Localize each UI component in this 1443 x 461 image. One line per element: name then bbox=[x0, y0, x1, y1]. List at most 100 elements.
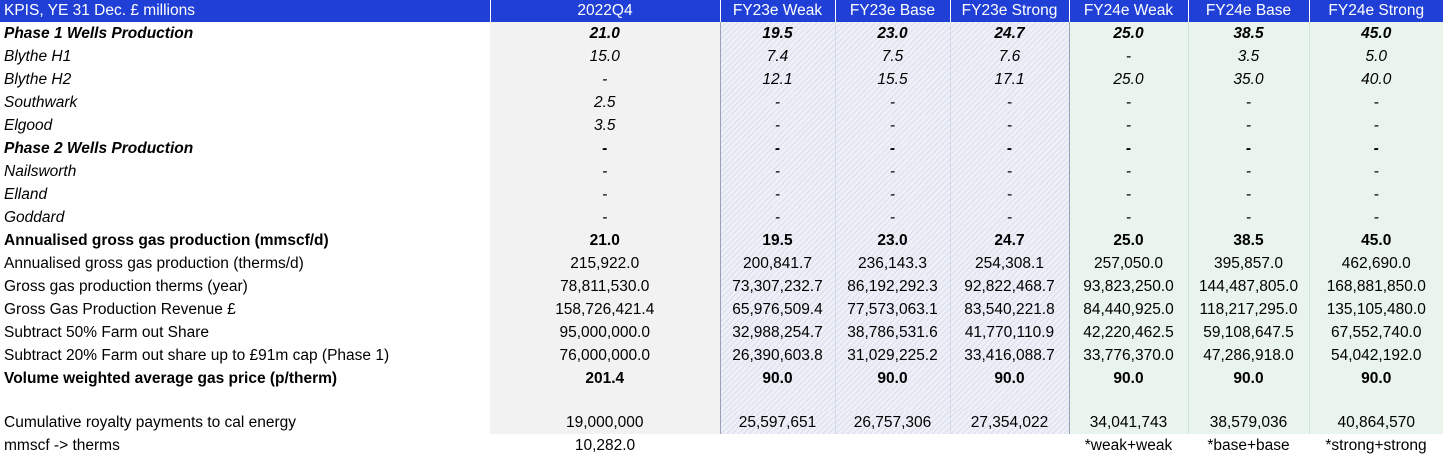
row-label: Elland bbox=[4, 186, 48, 203]
table-cell: 45.0 bbox=[1308, 22, 1443, 45]
table-cell: 168,881,850.0 bbox=[1308, 275, 1443, 298]
table-cell: 3.5 bbox=[490, 114, 720, 137]
table-cell: 38,786,531.6 bbox=[834, 321, 950, 344]
table-cell: 462,690.0 bbox=[1308, 252, 1443, 275]
table-cell: 90.0 bbox=[949, 367, 1070, 390]
table-cell: 10,282.0 bbox=[490, 434, 720, 457]
table-cell: 25.0 bbox=[1068, 229, 1188, 252]
row-label: Blythe H1 bbox=[4, 48, 72, 65]
row-label: Phase 1 Wells Production bbox=[4, 25, 194, 42]
row-label: Nailsworth bbox=[4, 163, 77, 180]
header-cell-2022q4: 2022Q4 bbox=[490, 0, 721, 22]
table-cell: 90.0 bbox=[719, 367, 835, 390]
table-cell: 76,000,000.0 bbox=[490, 344, 720, 367]
table-cell: 33,416,088.7 bbox=[949, 344, 1070, 367]
table-row: Annualised gross gas production (mmscf/d… bbox=[0, 229, 1443, 252]
table-cell: - bbox=[719, 114, 835, 137]
table-cell: 38,579,036 bbox=[1187, 411, 1309, 434]
row-label: Gross Gas Production Revenue £ bbox=[4, 301, 236, 318]
table-cell: - bbox=[834, 114, 950, 137]
table-cell: 15.0 bbox=[490, 45, 720, 68]
row-label: Subtract 20% Farm out share up to £91m c… bbox=[4, 347, 390, 364]
table-row: Gross Gas Production Revenue £ 158,726,42… bbox=[0, 298, 1443, 321]
table-cell: 86,192,292.3 bbox=[834, 275, 950, 298]
table-row: Elland - - - - - - - bbox=[0, 183, 1443, 206]
table-cell: - bbox=[834, 91, 950, 114]
table-cell: 2.5 bbox=[490, 91, 720, 114]
table-cell bbox=[1187, 390, 1309, 411]
table-row: Blythe H2 -12.1 15.5 17.1 25.0 35.0 40.0 bbox=[0, 68, 1443, 91]
table-cell: - bbox=[1068, 137, 1188, 160]
table-cell: 38.5 bbox=[1187, 22, 1309, 45]
header-cell-fy24-strong: FY24e Strong bbox=[1308, 0, 1443, 22]
table-cell: 35.0 bbox=[1187, 68, 1309, 91]
header-cell-fy24-base: FY24e Base bbox=[1187, 0, 1310, 22]
table-cell: 23.0 bbox=[834, 229, 950, 252]
table-cell: - bbox=[1308, 183, 1443, 206]
table-cell bbox=[1068, 390, 1188, 411]
table-cell: - bbox=[1068, 160, 1188, 183]
table-cell: - bbox=[1187, 183, 1309, 206]
table-cell: 23.0 bbox=[834, 22, 950, 45]
table-cell: - bbox=[490, 160, 720, 183]
row-label: Gross gas production therms (year) bbox=[4, 278, 248, 295]
row-label: Volume weighted average gas price (p/the… bbox=[4, 370, 338, 387]
table-cell: *base+base bbox=[1188, 434, 1309, 457]
table-cell: 26,757,306 bbox=[834, 411, 950, 434]
table-cell: - bbox=[834, 183, 950, 206]
table-cell: 7.5 bbox=[834, 45, 950, 68]
header-cell-fy23-weak: FY23e Weak bbox=[719, 0, 836, 22]
table-cell: 40,864,570 bbox=[1308, 411, 1443, 434]
table-cell: - bbox=[1068, 206, 1188, 229]
table-cell bbox=[490, 390, 720, 411]
table-cell: 54,042,192.0 bbox=[1308, 344, 1443, 367]
table-cell: 17.1 bbox=[949, 68, 1070, 91]
table-cell: - bbox=[719, 183, 835, 206]
table-row: Subtract 20% Farm out share up to £91m c… bbox=[0, 344, 1443, 367]
table-cell: 257,050.0 bbox=[1068, 252, 1188, 275]
table-cell: 78,811,530.0 bbox=[490, 275, 720, 298]
table-cell: 38.5 bbox=[1187, 229, 1309, 252]
table-cell: 83,540,221.8 bbox=[949, 298, 1070, 321]
table-cell: 47,286,918.0 bbox=[1187, 344, 1309, 367]
table-cell: 15.5 bbox=[834, 68, 950, 91]
table-cell bbox=[835, 434, 950, 457]
header-cell-fy23-base: FY23e Base bbox=[834, 0, 951, 22]
table-row bbox=[0, 390, 1443, 411]
table-row: Volume weighted average gas price (p/the… bbox=[0, 367, 1443, 390]
table-cell: - bbox=[949, 183, 1070, 206]
table-cell: - bbox=[1308, 114, 1443, 137]
table-cell: - bbox=[1068, 45, 1188, 68]
table-cell: - bbox=[1187, 206, 1309, 229]
table-cell: - bbox=[1187, 91, 1309, 114]
table-cell: - bbox=[834, 160, 950, 183]
table-row: Blythe H1 15.0 7.4 7.5 7.6-3.5 5.0 bbox=[0, 45, 1443, 68]
table-cell: 90.0 bbox=[1068, 367, 1188, 390]
table-row: Phase 1 Wells Production 21.0 19.5 23.0 24.7… bbox=[0, 22, 1443, 45]
table-cell: 31,029,225.2 bbox=[834, 344, 950, 367]
table-cell: 25,597,651 bbox=[719, 411, 835, 434]
table-cell: 77,573,063.1 bbox=[834, 298, 950, 321]
table-cell: 90.0 bbox=[834, 367, 950, 390]
header-row: KPIS, YE 31 Dec. £ millions 2022Q4 FY23e… bbox=[0, 0, 1443, 22]
table-cell: 144,487,805.0 bbox=[1187, 275, 1309, 298]
table-cell: 19.5 bbox=[719, 22, 835, 45]
table-cell: 254,308.1 bbox=[949, 252, 1070, 275]
table-cell: 200,841.7 bbox=[719, 252, 835, 275]
row-label: Subtract 50% Farm out Share bbox=[4, 324, 210, 341]
table-cell: 5.0 bbox=[1308, 45, 1443, 68]
table-cell: 33,776,370.0 bbox=[1068, 344, 1188, 367]
table-cell: 24.7 bbox=[949, 229, 1070, 252]
table-cell: 40.0 bbox=[1308, 68, 1443, 91]
table-cell: - bbox=[1187, 160, 1309, 183]
table-cell: - bbox=[949, 137, 1070, 160]
table-cell: - bbox=[719, 91, 835, 114]
table-cell: - bbox=[1308, 91, 1443, 114]
table-cell: - bbox=[1308, 137, 1443, 160]
table-cell: - bbox=[834, 206, 950, 229]
table-cell: - bbox=[490, 206, 720, 229]
row-label: Goddard bbox=[4, 209, 65, 226]
table-row: Phase 2 Wells Production - - - - - - - bbox=[0, 137, 1443, 160]
table-cell: 21.0 bbox=[490, 229, 720, 252]
